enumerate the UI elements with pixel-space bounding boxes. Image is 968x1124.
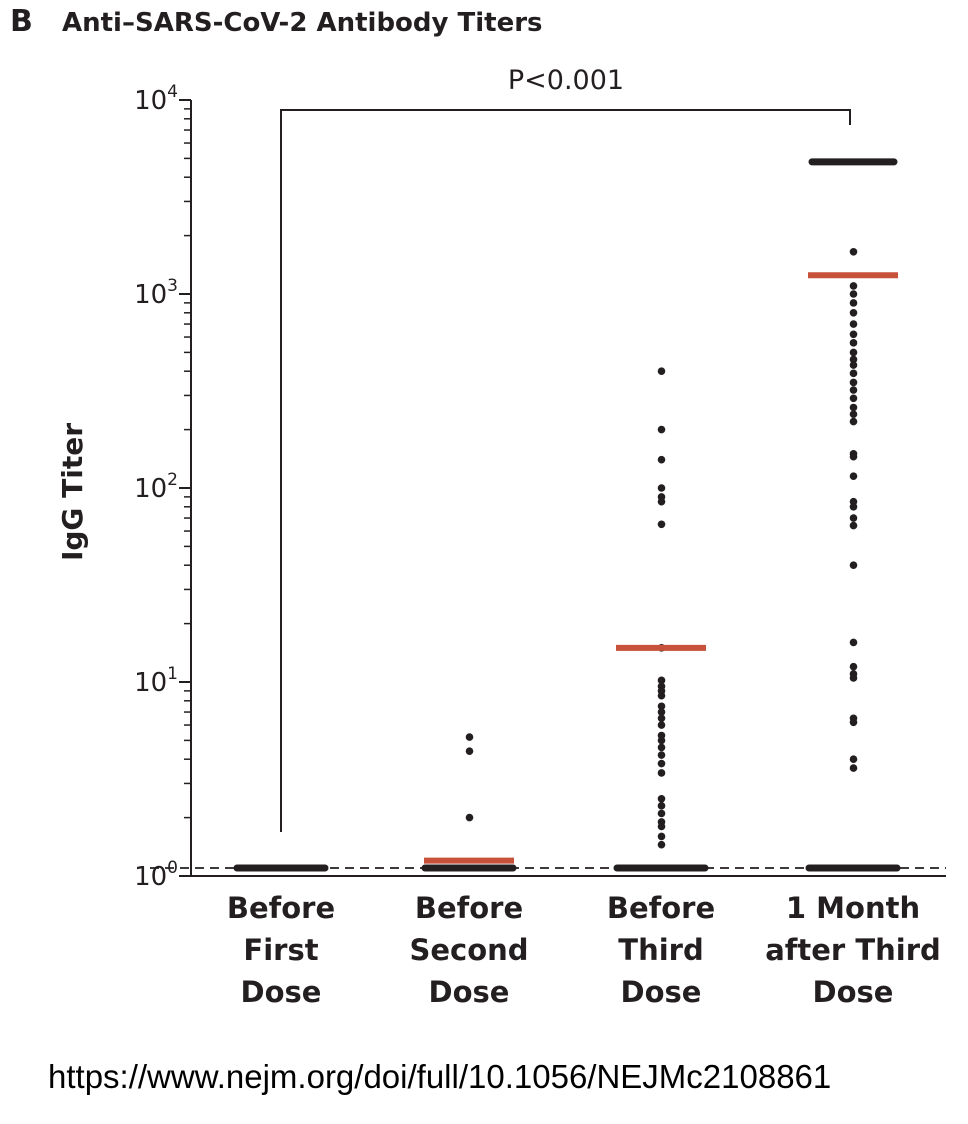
data-point [849, 674, 858, 682]
data-point [849, 339, 858, 347]
category-label: Before [227, 891, 335, 925]
data-point [849, 378, 858, 387]
median-lines [424, 272, 898, 864]
data-point [849, 320, 858, 328]
data-point [465, 733, 474, 741]
category-label: 1 Month [786, 891, 920, 925]
category-label: Dose [621, 975, 702, 1009]
data-point [657, 743, 666, 752]
data-point [657, 520, 666, 529]
data-point [657, 802, 666, 810]
data-point [849, 299, 858, 307]
category-label: Dose [813, 975, 894, 1009]
data-point [849, 403, 858, 412]
data-point [849, 755, 858, 764]
bracket-line [280, 109, 851, 832]
y-tick-label: 102 [134, 470, 178, 504]
data-point [657, 455, 666, 464]
data-point [465, 813, 474, 822]
data-point [849, 386, 858, 394]
data-point [849, 309, 858, 317]
data-point [849, 638, 858, 647]
data-point [849, 764, 858, 772]
x-axis-category-labels: Before First Dose Before Second Dose Before Thi… [227, 891, 941, 1009]
data-points [233, 158, 901, 872]
data-point [849, 410, 858, 419]
data-point [849, 452, 858, 461]
data-point [849, 417, 858, 426]
category-label: Dose [241, 975, 322, 1009]
data-point [657, 714, 666, 723]
data-point [657, 769, 666, 777]
category-label: after Third [765, 933, 941, 967]
data-point [657, 832, 666, 841]
data-point [849, 561, 858, 570]
data-point [849, 503, 858, 511]
data-point [849, 369, 858, 378]
data-point [657, 425, 666, 434]
y-axis-label: IgG Titer [56, 423, 89, 561]
chart-title: Anti–SARS-CoV-2 Antibody Titers [62, 8, 543, 38]
category-label: Dose [429, 975, 510, 1009]
y-tick-label: 103 [134, 276, 178, 310]
p-value-label: P<0.001 [508, 65, 624, 96]
data-point [849, 355, 858, 364]
data-point [657, 809, 666, 818]
y-axis-ticks: 100 101 102 103 104 [134, 82, 191, 892]
significance-bracket: P<0.001 [280, 65, 851, 832]
data-point [849, 361, 858, 369]
data-point [849, 521, 858, 530]
y-tick-label: 100 [134, 858, 178, 892]
data-point [657, 367, 666, 376]
panel-letter: B [10, 4, 33, 39]
category-label: Third [618, 933, 703, 967]
data-point [657, 691, 666, 700]
data-point [657, 751, 666, 759]
data-point [849, 248, 858, 256]
data-point [849, 282, 858, 290]
data-point [849, 472, 858, 481]
data-point [657, 721, 666, 729]
data-point [657, 676, 666, 685]
data-point [657, 794, 666, 803]
data-point [849, 718, 858, 727]
data-point [849, 290, 858, 298]
category-label: Before [607, 891, 715, 925]
category-label: Before [415, 891, 523, 925]
source-url: https://www.nejm.org/doi/full/10.1056/NE… [48, 1058, 832, 1095]
data-point [657, 497, 666, 506]
data-point [849, 348, 858, 357]
data-point [849, 514, 858, 522]
data-point [657, 759, 666, 768]
data-point [657, 736, 666, 745]
category-label: Second [409, 933, 528, 967]
data-point [849, 662, 858, 671]
data-point [657, 840, 666, 849]
data-point [657, 822, 666, 831]
data-point [657, 702, 666, 711]
data-point [849, 394, 858, 403]
category-label: First [243, 933, 318, 967]
y-tick-label: 101 [134, 664, 178, 698]
y-tick-label: 104 [134, 82, 178, 116]
data-point [849, 330, 858, 339]
data-point [657, 484, 666, 492]
data-point [657, 708, 666, 716]
data-point [465, 747, 474, 755]
chart: B Anti–SARS-CoV-2 Antibody Titers IgG Ti… [10, 4, 946, 1009]
axes [150, 100, 946, 877]
